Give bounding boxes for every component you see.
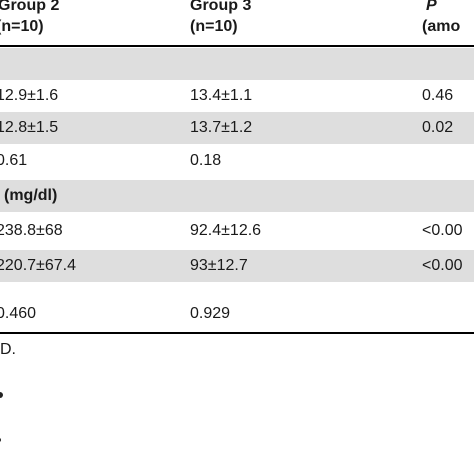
row-cell-group2: 0.460 bbox=[0, 305, 37, 322]
row-cell-group3: 0.18 bbox=[190, 152, 222, 169]
row-cell-group2: 0.61 bbox=[0, 152, 28, 169]
table-row: 238.8±68 92.4±12.6 <0.00 bbox=[0, 215, 474, 247]
header-group3-sub: (n=10) bbox=[190, 18, 238, 35]
bullet-dot bbox=[0, 392, 3, 398]
table-row: 220.7±67.4 93±12.7 <0.00 bbox=[0, 250, 474, 282]
row-cell-group2: 12.9±1.6 bbox=[0, 87, 59, 104]
row-cell-p: 0.02 bbox=[422, 119, 454, 136]
bullet-dot bbox=[0, 438, 1, 442]
header-group2-title: Group 2 bbox=[0, 0, 60, 14]
table-row: 0.61 0.18 bbox=[0, 145, 474, 177]
table-row: 12.8±1.5 13.7±1.2 0.02 bbox=[0, 112, 474, 144]
header-rule bbox=[0, 45, 474, 47]
row-cell-group3: 93±12.7 bbox=[190, 257, 248, 274]
header-group2-sub: (n=10) bbox=[0, 18, 44, 35]
row-cell-group3: 92.4±12.6 bbox=[190, 222, 262, 239]
row-cell-group3: 13.7±1.2 bbox=[190, 119, 253, 136]
row-cell-group2: 238.8±68 bbox=[0, 222, 63, 239]
row-cell-group3: 0.929 bbox=[190, 305, 231, 322]
row-cell-p: <0.00 bbox=[422, 222, 463, 239]
table-footnote: D. bbox=[0, 341, 16, 358]
row-cell-group2: 220.7±67.4 bbox=[0, 257, 76, 274]
table-row: 0.460 0.929 bbox=[0, 298, 474, 330]
table-row-section: (mg/dl) bbox=[0, 180, 474, 212]
table-row: 12.9±1.6 13.4±1.1 0.46 bbox=[0, 80, 474, 112]
bottom-rule bbox=[0, 332, 474, 334]
row-cell-p: <0.00 bbox=[422, 257, 463, 274]
header-p-title: P bbox=[426, 0, 437, 14]
header-group3-title: Group 3 bbox=[190, 0, 252, 14]
table-row bbox=[0, 48, 474, 80]
header-p-sub: (amo bbox=[422, 18, 461, 35]
section-label: (mg/dl) bbox=[4, 187, 58, 204]
table-header: Group 2 (n=10) Group 3 (n=10) P (amo bbox=[0, 0, 474, 46]
row-cell-p: 0.46 bbox=[422, 87, 454, 104]
row-cell-group3: 13.4±1.1 bbox=[190, 87, 253, 104]
row-cell-group2: 12.8±1.5 bbox=[0, 119, 59, 136]
